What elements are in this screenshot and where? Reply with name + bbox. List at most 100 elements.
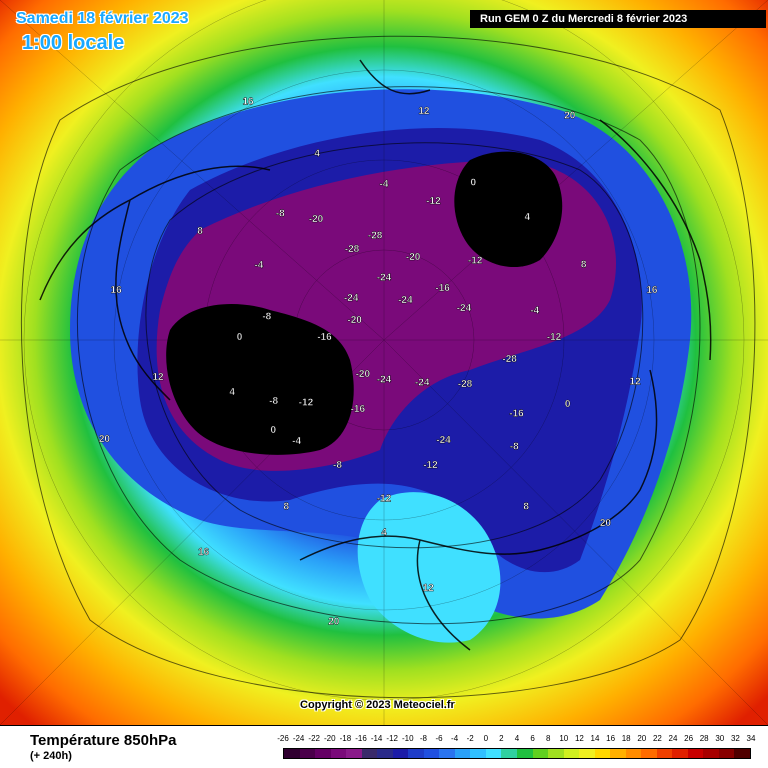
- scale-swatch: [548, 749, 564, 758]
- scale-tick-label: 6: [530, 734, 535, 743]
- scale-tick-label: 26: [684, 734, 694, 743]
- isotherm-label: 4: [229, 387, 235, 398]
- scale-swatch: [563, 749, 580, 758]
- scale-swatch: [594, 749, 611, 758]
- isotherm-label: -8: [269, 396, 278, 407]
- scale-swatch: [718, 749, 735, 758]
- isotherm-label: -24: [457, 303, 472, 314]
- scale-swatch: [408, 749, 424, 758]
- scale-swatch: [516, 749, 533, 758]
- isotherm-label: -4: [380, 179, 389, 190]
- scale-swatch: [454, 749, 471, 758]
- isotherm-zone-black-east: [454, 151, 563, 268]
- scale-tick-label: -10: [402, 734, 414, 743]
- scale-swatch: [377, 749, 393, 758]
- scale-tick-label: -14: [370, 734, 383, 743]
- scale-tick-label: -4: [451, 734, 459, 743]
- isotherm-label: 16: [242, 96, 254, 107]
- color-scale-bar: [283, 748, 751, 759]
- isotherm-label: 16: [111, 285, 123, 296]
- scale-tick-label: 18: [621, 734, 631, 743]
- isotherm-label: 12: [630, 376, 642, 387]
- isotherm-label: 0: [271, 425, 277, 436]
- isotherm-label: 8: [523, 501, 529, 512]
- isotherm-label: -8: [276, 208, 285, 219]
- isotherm-zone-cyan-europe: [357, 492, 501, 643]
- coastlines: [39, 59, 712, 651]
- isotherm-label: 12: [423, 583, 435, 594]
- scale-tick-label: 12: [574, 734, 584, 743]
- isotherm-label: -4: [254, 260, 263, 271]
- isotherm-contours: [20, 35, 756, 699]
- isotherm-label: 4: [381, 528, 387, 539]
- scale-tick-label: -2: [466, 734, 474, 743]
- scale-tick-label: -6: [435, 734, 443, 743]
- scale-swatch: [346, 749, 362, 758]
- isotherm-label: -24: [377, 375, 392, 386]
- isotherm-label: -16: [351, 404, 366, 415]
- scale-swatch: [625, 749, 642, 758]
- isotherm-label: 0: [471, 177, 477, 188]
- isotherm-label: -12: [426, 196, 441, 207]
- graticule: [0, 0, 768, 725]
- isotherm-label: -12: [377, 494, 392, 505]
- temperature-map: -28 -28 -28 -28 -24 -24 -24 -24 -24 -24 -24 -20 -20 -…: [0, 0, 768, 725]
- scale-swatch: [315, 749, 331, 758]
- scale-swatch: [610, 749, 626, 758]
- scale-tick-label: -20: [324, 734, 336, 743]
- scale-swatch: [501, 749, 517, 758]
- scale-tick-label: 24: [668, 734, 678, 743]
- isotherm-label: -28: [368, 230, 383, 241]
- scale-swatch: [579, 749, 595, 758]
- variable-title: Température 850hPa: [30, 732, 177, 749]
- isotherm-labels: -28 -28 -28 -28 -24 -24 -24 -24 -24 -24 -24 -20 -20 -…: [99, 96, 658, 628]
- isotherm-label: 20: [328, 617, 340, 628]
- isotherm-label: -16: [509, 409, 524, 420]
- scale-swatch: [299, 749, 316, 758]
- scale-tick-label: 32: [730, 734, 740, 743]
- copyright: Copyright © 2023 Meteociel.fr: [300, 699, 455, 711]
- scale-swatch: [423, 749, 440, 758]
- forecast-hour: (+ 240h): [30, 750, 72, 762]
- isotherm-label: 16: [646, 285, 658, 296]
- valid-time: 1:00 locale: [22, 32, 125, 54]
- isotherm-label: -28: [345, 244, 360, 255]
- isotherm-label: 12: [152, 372, 164, 383]
- scale-swatch: [470, 749, 486, 758]
- scale-tick-label: 2: [499, 734, 504, 743]
- scale-swatch: [439, 749, 455, 758]
- isotherm-label: 8: [581, 259, 587, 270]
- isotherm-label: -12: [547, 332, 562, 343]
- scale-swatch: [330, 749, 347, 758]
- scale-swatch: [532, 749, 549, 758]
- isotherm-label: -12: [299, 398, 314, 409]
- isotherm-zone-black-west: [166, 304, 354, 455]
- scale-swatch: [485, 749, 502, 758]
- scale-tick-label: 8: [545, 734, 551, 743]
- scale-tick-label: -16: [355, 734, 367, 743]
- scale-tick-label: 20: [637, 734, 647, 743]
- color-scale-ticks: -26 -24 -22 -20 -18 -16 -14 -12 -10 -8 -6 -4 -2 0 2 4 6 8…: [277, 734, 755, 746]
- scale-tick-label: 0: [483, 734, 489, 743]
- scale-swatch: [284, 749, 300, 758]
- isotherm-label: -12: [423, 460, 438, 471]
- isotherm-label: -4: [530, 305, 539, 316]
- scale-tick-label: -18: [339, 734, 352, 743]
- scale-tick-label: -26: [277, 734, 289, 743]
- isotherm-label: 20: [564, 111, 576, 122]
- isotherm-label: -28: [458, 379, 473, 390]
- isotherm-label: 0: [565, 399, 571, 410]
- scale-swatch: [641, 749, 657, 758]
- isotherm-label: -20: [309, 214, 324, 225]
- scale-swatch: [703, 749, 719, 758]
- isotherm-label: -8: [333, 460, 342, 471]
- isotherm-label: 8: [284, 501, 290, 512]
- isotherm-label: 20: [99, 434, 111, 445]
- scale-tick-label: 10: [559, 734, 569, 743]
- scale-swatch: [392, 749, 409, 758]
- isotherm-label: -4: [292, 436, 301, 447]
- isotherm-label: -12: [468, 256, 483, 267]
- scale-swatch: [361, 749, 378, 758]
- scale-tick-label: 22: [652, 734, 662, 743]
